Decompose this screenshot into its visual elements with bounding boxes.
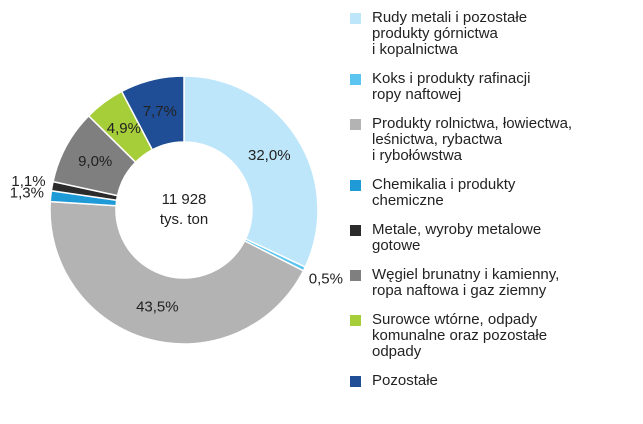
data-label: 1,3% (10, 185, 44, 202)
data-label: 43,5% (136, 298, 179, 315)
center-text: tys. ton (160, 211, 208, 228)
legend-label: Metale, wyroby metalowe gotowe (372, 221, 542, 254)
donut-slice (183, 75, 319, 269)
legend-label: Koks i produkty rafinacji ropy naftowej (372, 70, 531, 103)
center-text: 11 928 (162, 191, 207, 208)
data-label: 9,0% (78, 153, 112, 170)
legend-swatch (350, 13, 361, 24)
legend-item: Metale, wyroby metalowe gotowe (350, 222, 640, 254)
data-label: 0,5% (309, 270, 343, 287)
legend-label: Produkty rolnictwa, łowiectwa, leśnictwa… (372, 115, 573, 164)
legend-item: Węgiel brunatny i kamienny, ropa naftowa… (350, 267, 640, 299)
legend-label: Węgiel brunatny i kamienny, ropa naftowa… (372, 266, 560, 299)
legend-label: Chemikalia i produkty chemiczne (372, 176, 516, 209)
donut-slice (120, 75, 185, 151)
legend-label: Surowce wtórne, odpady komunalne oraz po… (372, 311, 548, 360)
legend-swatch (350, 225, 361, 236)
donut-slice (49, 200, 305, 345)
legend-swatch (350, 376, 361, 387)
data-label: 7,7% (143, 103, 177, 120)
legend-swatch (350, 119, 361, 130)
data-label: 4,9% (107, 120, 141, 137)
legend-item: Surowce wtórne, odpady komunalne oraz po… (350, 312, 640, 360)
legend-item: Produkty rolnictwa, łowiectwa, leśnictwa… (350, 116, 640, 164)
legend-swatch (350, 180, 361, 191)
legend-item: Rudy metali i pozostałe produkty górnict… (350, 10, 640, 58)
data-label: 32,0% (248, 147, 291, 164)
legend-item: Chemikalia i produkty chemiczne (350, 177, 640, 209)
legend-item: Koks i produkty rafinacji ropy naftowej (350, 71, 640, 103)
legend-label: Rudy metali i pozostałe produkty górnict… (372, 9, 528, 58)
data-label: 1,1% (11, 173, 45, 190)
legend-swatch (350, 74, 361, 85)
legend-swatch (350, 270, 361, 281)
legend-swatch (350, 315, 361, 326)
legend-item: Pozostałe (350, 373, 640, 389)
legend-label: Pozostałe (372, 372, 438, 389)
